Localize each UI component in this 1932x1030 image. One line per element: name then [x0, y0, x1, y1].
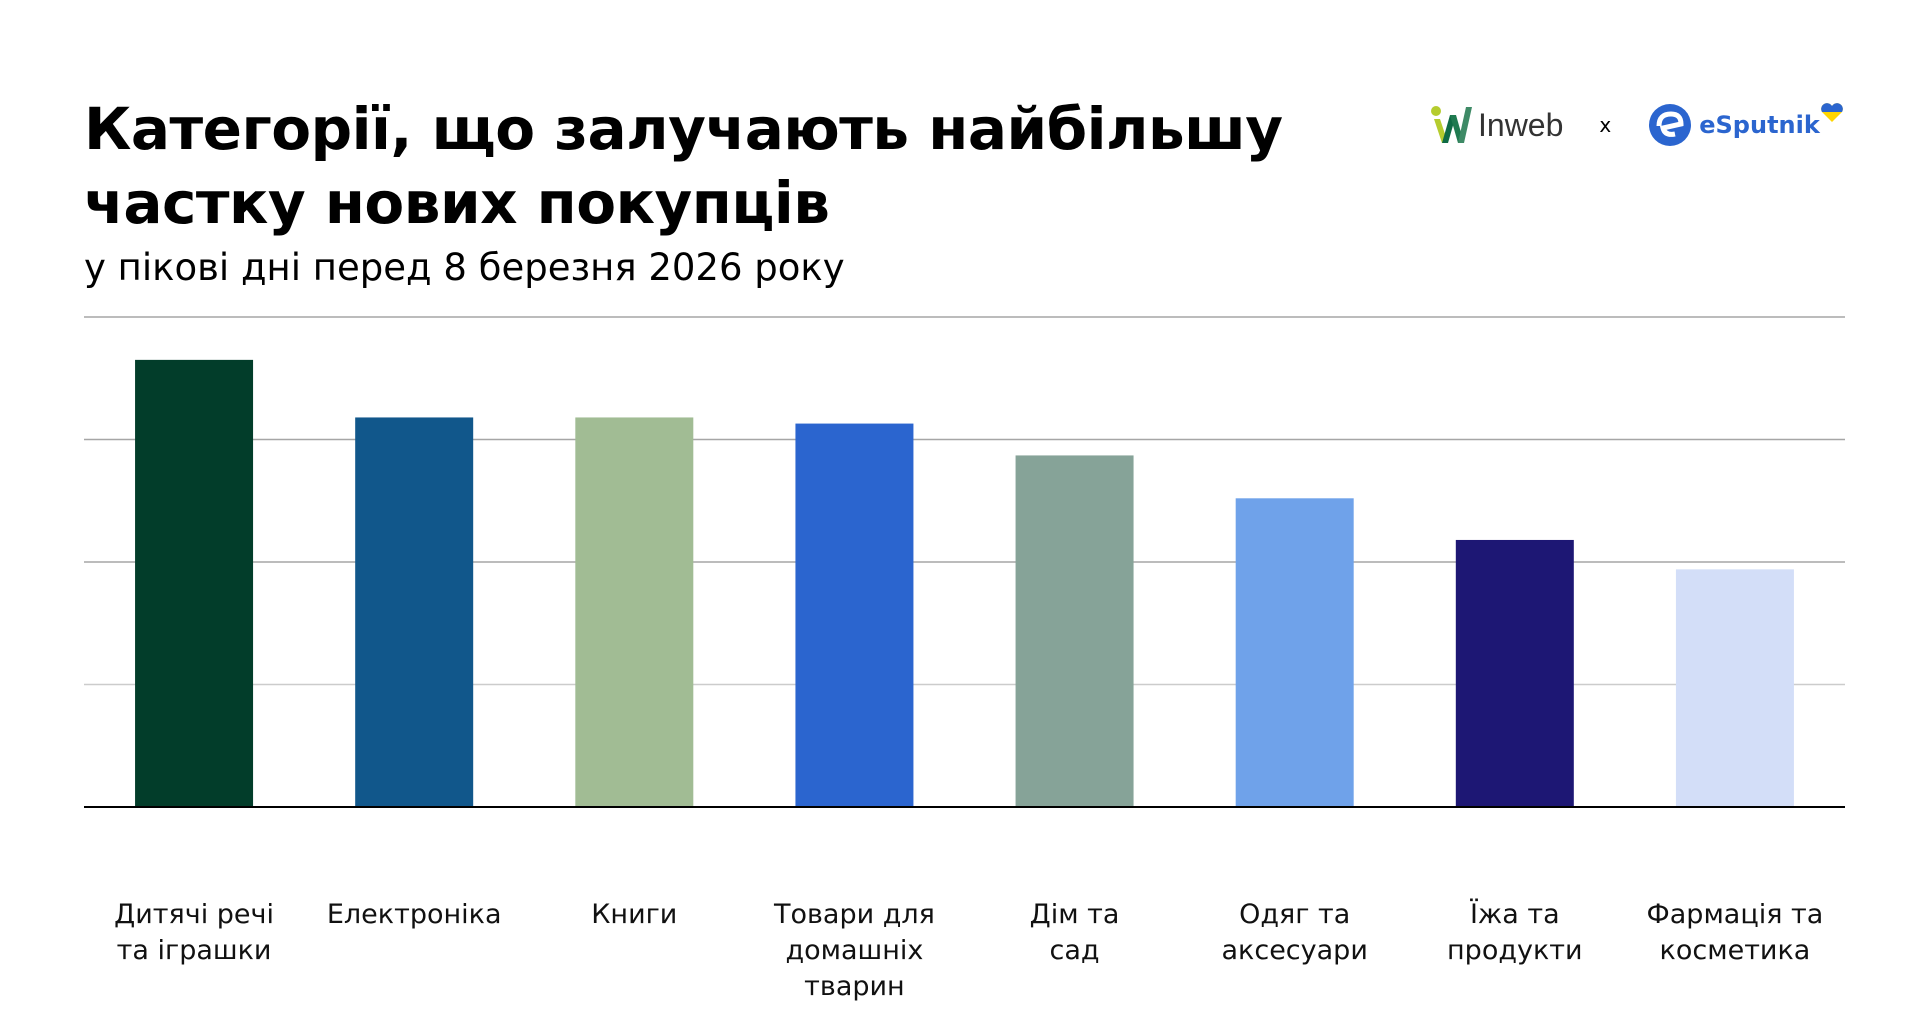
bar — [355, 417, 474, 807]
x-tick-label: Книги — [591, 899, 677, 930]
x-tick-label: Товари для — [773, 899, 935, 930]
x-tick-label: продукти — [1447, 935, 1583, 966]
bar — [1675, 569, 1794, 807]
chart-title: Категорії, що залучають найбільшу частку… — [84, 95, 1283, 237]
x-tick-label: косметика — [1660, 935, 1811, 966]
bar — [575, 417, 694, 807]
chart-subtitle: у пікові дні перед 8 березня 2026 року — [84, 246, 845, 289]
x-tick-label: домашніх — [785, 935, 923, 966]
x-tick-label: Одяг та — [1239, 899, 1350, 930]
x-tick-label: Їжа та — [1470, 898, 1560, 930]
x-tick-label: аксесуари — [1222, 935, 1368, 966]
x-tick-label: та іграшки — [117, 935, 272, 966]
x-tick-label: Електроніка — [327, 899, 502, 930]
x-tick-label: Фармація та — [1647, 899, 1824, 930]
logo-separator: x — [1599, 113, 1612, 137]
x-tick-label: Дитячі речі — [114, 899, 274, 930]
inweb-logo-icon — [1431, 106, 1472, 143]
x-tick-label: тварин — [804, 971, 905, 1002]
x-tick-label: Дім та — [1030, 899, 1120, 930]
bar — [795, 423, 914, 807]
bar — [135, 359, 254, 807]
heart-icon — [1820, 103, 1843, 122]
logos: Inweb x eSputnik — [1430, 100, 1844, 150]
bar — [1455, 539, 1574, 807]
bar — [1235, 498, 1354, 807]
esputnik-logo-text: eSputnik — [1699, 111, 1820, 139]
inweb-logo-text: Inweb — [1478, 106, 1564, 143]
x-tick-label: сад — [1050, 935, 1100, 966]
esputnik-logo-icon — [1649, 104, 1692, 146]
bar — [1015, 455, 1134, 807]
